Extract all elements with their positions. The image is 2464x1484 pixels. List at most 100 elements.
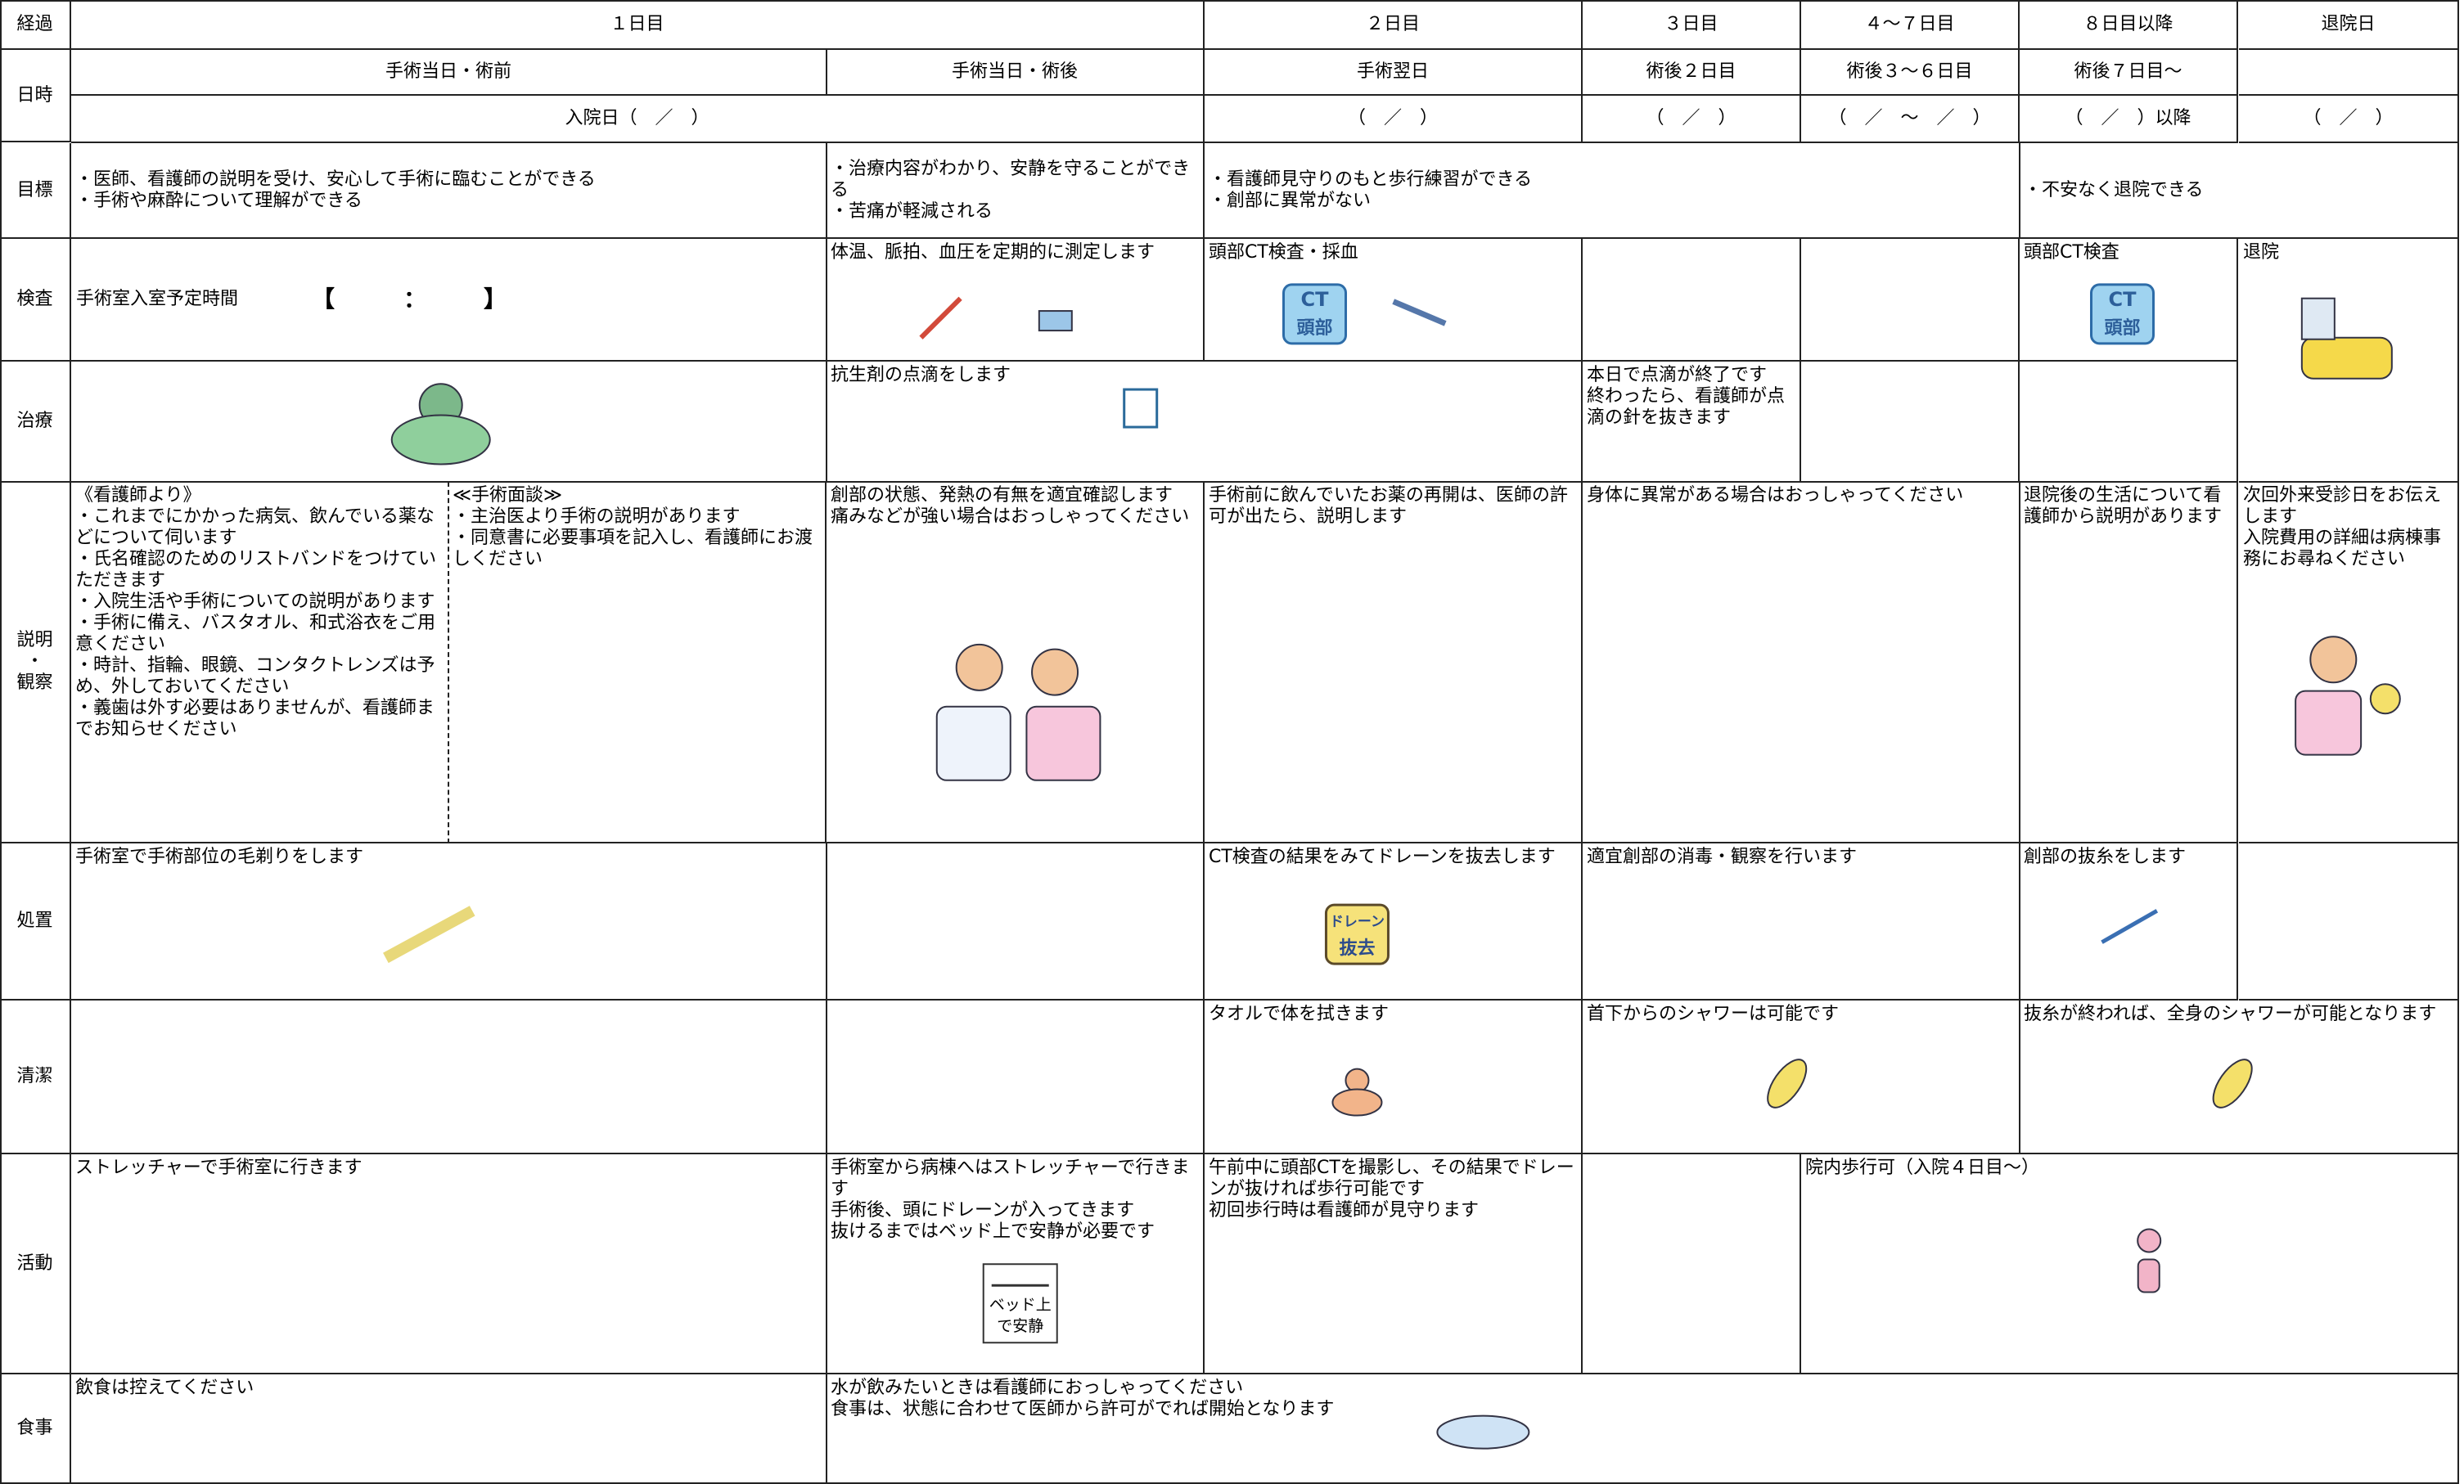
cell-text: 手術室から病棟へはストレッチャーで行きます xyxy=(831,1158,1190,1199)
header-cell: 検査 xyxy=(0,239,71,362)
drain-icon-label: ドレーン xyxy=(1330,914,1385,930)
cell-text: 体温、脈拍、血圧を定期的に測定します xyxy=(831,242,1155,263)
ct-icon-label: 頭部 xyxy=(1297,317,1333,339)
content-cell: 退院 xyxy=(2239,239,2459,483)
cell-text: ・時計、指輪、眼鏡、コンタクトレンズは予め、外しておいてください xyxy=(75,655,435,697)
cell-text: 手術当日・術前 xyxy=(385,61,511,82)
illustration xyxy=(919,296,962,340)
cell-text: （ ／ ） xyxy=(2303,108,2394,128)
content-cell: 《看護師より》 ・これまでにかかった病気、飲んでいる薬などについて伺います ・氏名確… xyxy=(71,482,449,843)
header-cell: ２日目 xyxy=(1205,0,1583,50)
empty-cell xyxy=(1801,362,2020,483)
empty-cell xyxy=(827,1001,1205,1154)
cell-text: 手術室入室予定時間 xyxy=(76,289,239,309)
cell-text: ストレッチャーで手術室に行きます xyxy=(75,1158,363,1178)
content-cell: CT検査の結果をみてドレーンを抜去します xyxy=(1205,843,1583,1001)
content-cell: タオルで体を拭きます xyxy=(1205,1001,1583,1154)
cell-text: 術後２日目 xyxy=(1646,61,1737,82)
header-cell: 清潔 xyxy=(0,1001,71,1154)
empty-cell xyxy=(2239,843,2459,1001)
header-cell: 食事 xyxy=(0,1374,71,1484)
header-cell: 術後７日目～ xyxy=(2020,50,2238,96)
cell-text: 水が飲みたいときは看護師におっしゃってください xyxy=(831,1378,1244,1398)
content-cell: 創部の状態、発熱の有無を適宜確認します 痛みなどが強い場合はおっしゃってください xyxy=(827,482,1205,843)
cell-text: 清潔 xyxy=(16,1066,53,1086)
header-cell: ４～７日目 xyxy=(1801,0,2020,50)
cell-text: 処置 xyxy=(16,911,53,931)
content-cell: 抜糸が終われば、全身のシャワーが可能となります xyxy=(2020,1001,2459,1154)
illustration xyxy=(1331,1088,1383,1117)
header-cell: １日目 xyxy=(71,0,1205,50)
ct-icon xyxy=(1282,283,1348,345)
content-cell: 水が飲みたいときは看護師におっしゃってください 食事は、状態に合わせて医師から許可… xyxy=(827,1374,2459,1484)
content-cell: 手術室から病棟へはストレッチャーで行きます 手術後、頭にドレーンが入ってきます 抜け… xyxy=(827,1154,1205,1374)
header-cell: 説明・観察 xyxy=(0,482,71,843)
cell-text: 退院後の生活について看護師から説明があります xyxy=(2024,485,2223,527)
cell-text: ８日目以降 xyxy=(2083,13,2173,34)
header-cell: 日時 xyxy=(0,50,71,142)
cell-text: タオルで体を拭きます xyxy=(1209,1004,1390,1024)
cell-text: （ ／ ） xyxy=(1347,108,1438,128)
cell-text: 本日で点滴が終了です xyxy=(1587,365,1768,385)
cell-text: 経過 xyxy=(16,13,53,34)
cell-text: ・手術に備え、バスタオル、和式浴衣をご用意ください xyxy=(75,613,436,654)
content-cell: 首下からのシャワーは可能です xyxy=(1583,1001,2020,1154)
content-cell: 適宜創部の消毒・観察を行います xyxy=(1583,843,2020,1001)
cell-text: 食事 xyxy=(16,1418,53,1438)
content-cell: 手術室で手術部位の毛剃りをします xyxy=(71,843,827,1001)
cell-text: ２日目 xyxy=(1365,13,1420,34)
cell-text: 入院日（ ／ ） xyxy=(565,108,709,128)
cell-text: 飲食は控えてください xyxy=(75,1378,255,1398)
cell-text: 説明 xyxy=(16,630,53,650)
cell-text: ・治療内容がわかり、安静を守ることができる xyxy=(831,158,1191,200)
cell-text: 抗生剤の点滴をします xyxy=(831,365,1011,385)
header-cell: 術後２日目 xyxy=(1583,50,1801,96)
content-cell: 手術前に飲んでいたお薬の再開は、医師の許可が出たら、説明します xyxy=(1205,482,1583,843)
header-cell: 目標 xyxy=(0,143,71,239)
empty-cell xyxy=(71,362,827,483)
bed-icon-label: で安静 xyxy=(997,1317,1043,1335)
header-cell: 入院日（ ／ ） xyxy=(71,96,1205,143)
illustration xyxy=(2137,1228,2162,1253)
illustration xyxy=(2137,1258,2160,1293)
cell-text: 創部の抜糸をします xyxy=(2024,847,2187,867)
cell-text: ・医師、看護師の説明を受け、安心して手術に臨むことができる xyxy=(75,169,596,190)
cell-text: （ ／ ～ ／ ） xyxy=(1828,108,1991,128)
cell-text: 術後７日目～ xyxy=(2074,61,2182,82)
cell-text: 手術前に飲んでいたお薬の再開は、医師の許可が出たら、説明します xyxy=(1209,485,1568,527)
cell-text: ・同意書に必要事項を記入し、看護師にお渡しください xyxy=(453,528,813,569)
cell-text: 首下からのシャワーは可能です xyxy=(1587,1004,1840,1024)
cell-text: ・入院生活や手術についての説明があります xyxy=(75,591,435,612)
empty-cell xyxy=(1583,1154,1801,1374)
cell-text: 【 ： 】 xyxy=(312,286,507,313)
illustration xyxy=(1767,1059,1808,1109)
cell-text: 退院日 xyxy=(2321,13,2376,34)
cell-text: ・手術や麻酔について理解ができる xyxy=(75,190,363,211)
cell-text: 《看護師より》 xyxy=(75,485,201,506)
header-cell: （ ／ ） xyxy=(1583,96,1801,143)
ct-icon-label: 頭部 xyxy=(2104,317,2140,339)
empty-cell xyxy=(2020,362,2238,483)
cell-text: 適宜創部の消毒・観察を行います xyxy=(1587,847,1858,867)
header-cell: 退院日 xyxy=(2239,0,2459,50)
cell-text: ４～７日目 xyxy=(1864,13,1955,34)
content-cell: 頭部CT検査 xyxy=(2020,239,2238,362)
illustration xyxy=(2300,336,2393,380)
content-cell: ≪手術面談≫ ・主治医より手術の説明があります ・同意書に必要事項を記入し、看護師に… xyxy=(448,482,827,843)
cell-text: ・氏名確認のためのリストバンドをつけていただきます xyxy=(75,549,437,591)
cell-text: 手術後、頭にドレーンが入ってきます xyxy=(831,1200,1135,1221)
cell-text: 初回歩行時は看護師が見守ります xyxy=(1209,1200,1480,1221)
cell-text: 治療 xyxy=(16,411,53,431)
cell-text: 頭部CT検査 xyxy=(2024,242,2119,263)
header-cell: 活動 xyxy=(0,1154,71,1374)
header-cell: （ ／ ） xyxy=(1205,96,1583,143)
cell-text: ・義歯は外す必要はありませんが、看護師までお知らせください xyxy=(75,698,435,740)
cell-text: 次回外来受診日をお伝えします xyxy=(2243,485,2442,527)
content-cell: 体温、脈拍、血圧を定期的に測定します xyxy=(827,239,1205,362)
cell-text: 身体に異常がある場合はおっしゃってください xyxy=(1587,485,1964,506)
cell-text: 観察 xyxy=(16,672,53,693)
header-cell: 経過 xyxy=(0,0,71,50)
cell-text: ・これまでにかかった病気、飲んでいる薬などについて伺います xyxy=(75,506,435,548)
cell-text: 痛みなどが強い場合はおっしゃってください xyxy=(831,506,1190,527)
